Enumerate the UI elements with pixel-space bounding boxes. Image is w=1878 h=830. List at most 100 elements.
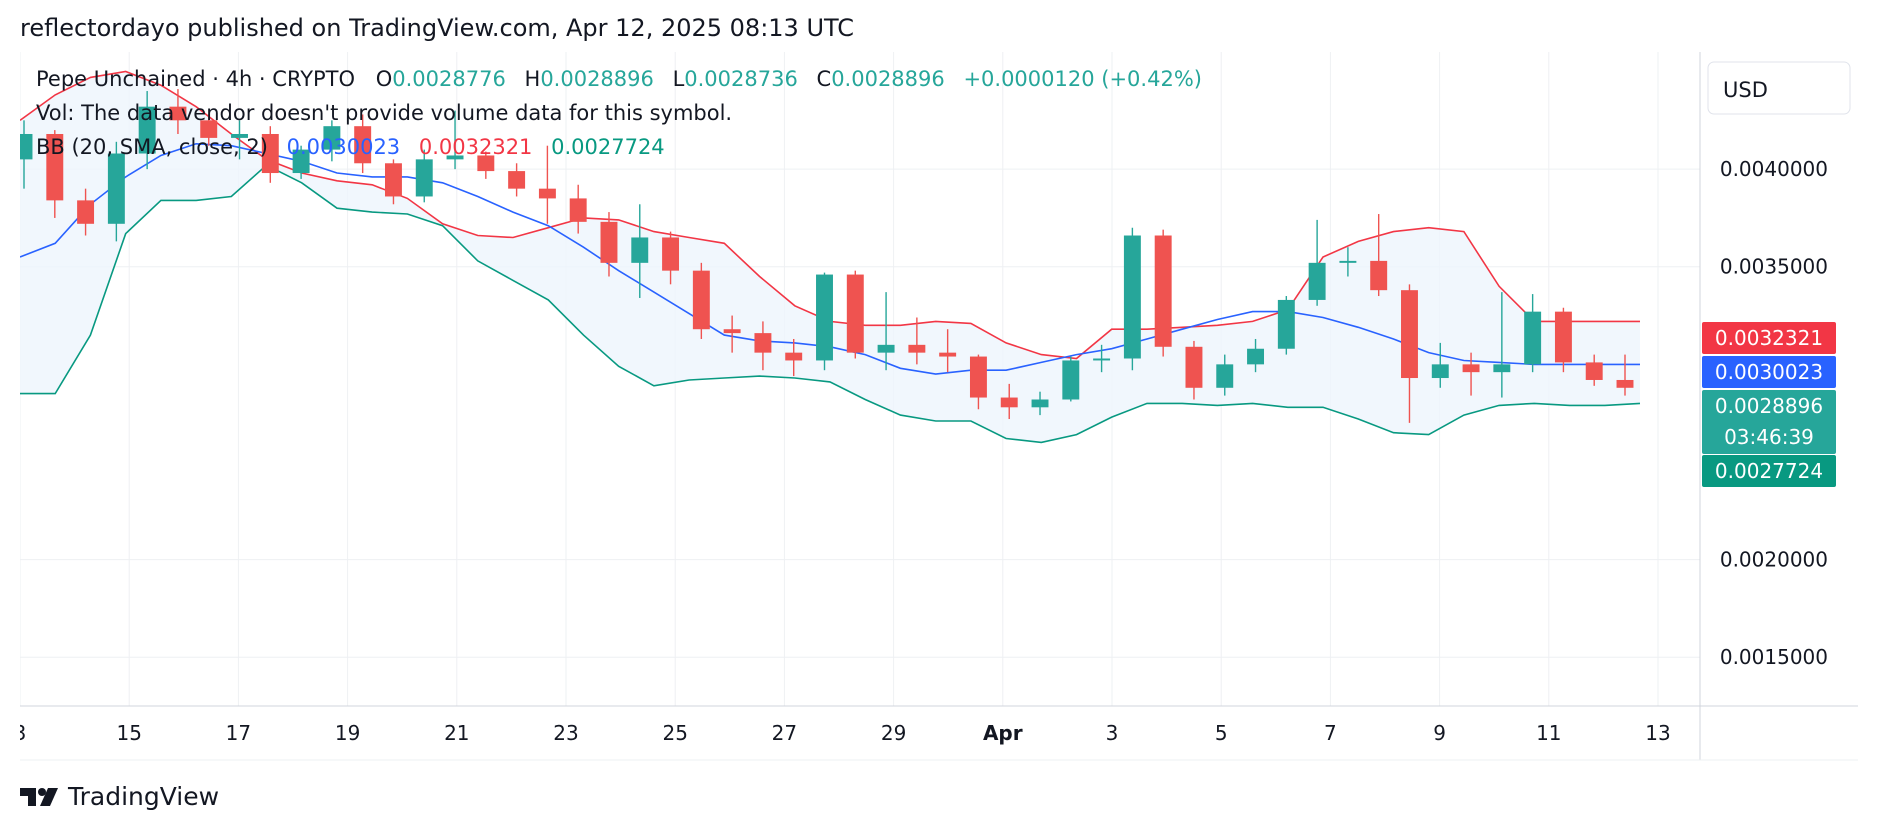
price-tag-last: 0.0028896 03:46:39 [1702, 390, 1836, 454]
candle-body [939, 352, 957, 357]
x-tick-label: 25 [662, 721, 687, 745]
legend-line-1: Pepe Unchained · 4h · CRYPTO O0.0028776 … [36, 67, 1202, 91]
candle-body [1585, 362, 1603, 380]
bb-label: BB (20, SMA, close, 2) [36, 135, 268, 159]
x-tick-label: 21 [444, 721, 469, 745]
candle-body [538, 188, 556, 199]
price-tag-upper-text: 0.0032321 [1715, 326, 1823, 350]
candle-body [384, 163, 402, 197]
candle-body [1000, 397, 1018, 408]
high-label: H [525, 67, 541, 91]
low-value: 0.0028736 [684, 67, 798, 91]
candle-body [508, 171, 526, 189]
currency-button[interactable]: USD [1707, 61, 1851, 115]
open-label: O [376, 67, 393, 91]
candle-body [1308, 262, 1326, 300]
candle-body [692, 270, 710, 330]
price-tag-basis-text: 0.0030023 [1715, 360, 1823, 384]
candles [15, 89, 1634, 423]
candle-body [846, 274, 864, 353]
bb-upper-value: 0.0032321 [419, 135, 533, 159]
candle-body [77, 200, 95, 224]
x-tick-label: 15 [116, 721, 141, 745]
candle-body [200, 120, 218, 138]
candle-body [631, 237, 649, 263]
y-tick-label: 0.0035000 [1720, 255, 1828, 279]
price-tag-basis: 0.0030023 [1702, 356, 1836, 388]
bollinger-band-fill [20, 71, 1640, 443]
candle-body [231, 133, 248, 138]
volume-note: Vol: The data vendor doesn't provide vol… [36, 101, 732, 125]
candle-body [15, 133, 33, 160]
candle-body [354, 126, 372, 164]
x-tick-label: 7 [1324, 721, 1337, 745]
open-value: 0.0028776 [392, 67, 506, 91]
price-tag-last-text: 0.0028896 [1715, 394, 1823, 418]
legend-bb: BB (20, SMA, close, 2) 0.0030023 0.00323… [36, 135, 665, 159]
candle-body [1093, 358, 1111, 361]
published-line: reflectordayo published on TradingView.c… [20, 14, 855, 42]
price-tag-lower: 0.0027724 [1702, 455, 1836, 487]
candle-body [1524, 311, 1542, 365]
x-tick-label: 17 [226, 721, 251, 745]
close-value: 0.0028896 [831, 67, 945, 91]
candle-body [816, 274, 833, 361]
high-value: 0.0028896 [540, 67, 654, 91]
x-tick-label: 23 [553, 721, 578, 745]
change-value: +0.0000120 (+0.42%) [963, 67, 1202, 91]
candle-body [1370, 260, 1388, 291]
candle-body [138, 106, 156, 154]
bb-basis-value: 0.0030023 [287, 135, 401, 159]
candle-body [969, 356, 987, 398]
tradingview-logo-icon [20, 787, 58, 806]
candle-body [723, 329, 741, 334]
bar-countdown: 03:46:39 [1724, 425, 1814, 449]
candle-body [908, 344, 926, 353]
candle-body [446, 155, 464, 160]
x-tick-label: 3 [20, 721, 26, 745]
candle-body [662, 237, 680, 271]
candle-body [1401, 290, 1418, 379]
candle-body [569, 198, 587, 222]
x-tick-label: 13 [1645, 721, 1670, 745]
candle-body [261, 133, 279, 174]
candle-body [1154, 235, 1172, 347]
candle-body [1554, 311, 1572, 363]
candle-body [1216, 364, 1234, 388]
price-tag-lower-text: 0.0027724 [1715, 459, 1823, 483]
price-chart[interactable]: 0.0040000 0.0035000 0.0020000 0.0015000 3 15… [14, 52, 1858, 762]
candle-body [292, 149, 310, 174]
candle-body [1185, 346, 1203, 388]
symbol-title: Pepe Unchained · 4h · CRYPTO [36, 67, 355, 91]
y-tick-label: 0.0015000 [1720, 645, 1828, 669]
y-tick-label: 0.0020000 [1720, 548, 1828, 572]
candle-body [1277, 299, 1295, 349]
candle-body [600, 221, 618, 263]
brand-name: TradingView [68, 782, 220, 811]
x-tick-label: 29 [881, 721, 906, 745]
candle-body [1031, 399, 1049, 408]
x-tick-label: 9 [1433, 721, 1446, 745]
chart-frame[interactable]: 0.0040000 0.0035000 0.0020000 0.0015000 3 15… [14, 52, 1858, 762]
candle-body [169, 106, 187, 121]
candle-body [46, 133, 64, 201]
footer-brand[interactable]: TradingView [20, 782, 219, 811]
x-tick-label: 11 [1536, 721, 1561, 745]
bb-lower-value: 0.0027724 [551, 135, 665, 159]
candle-body [1431, 364, 1449, 379]
candle-body [877, 344, 895, 353]
candle-body [1339, 260, 1357, 263]
x-tick-label: 19 [335, 721, 360, 745]
candle-body [1062, 360, 1080, 400]
candle-body [1493, 364, 1511, 373]
close-label: C [817, 67, 832, 91]
x-tick-label: 5 [1215, 721, 1228, 745]
x-tick-label: Apr [983, 721, 1023, 745]
candle-body [1462, 364, 1480, 373]
candle-body [1247, 348, 1265, 365]
price-tag-upper: 0.0032321 [1702, 322, 1836, 354]
bollinger-lower-line [20, 164, 1641, 444]
y-tick-label: 0.0040000 [1720, 157, 1828, 181]
x-tick-label: 3 [1106, 721, 1119, 745]
currency-label: USD [1723, 78, 1768, 102]
